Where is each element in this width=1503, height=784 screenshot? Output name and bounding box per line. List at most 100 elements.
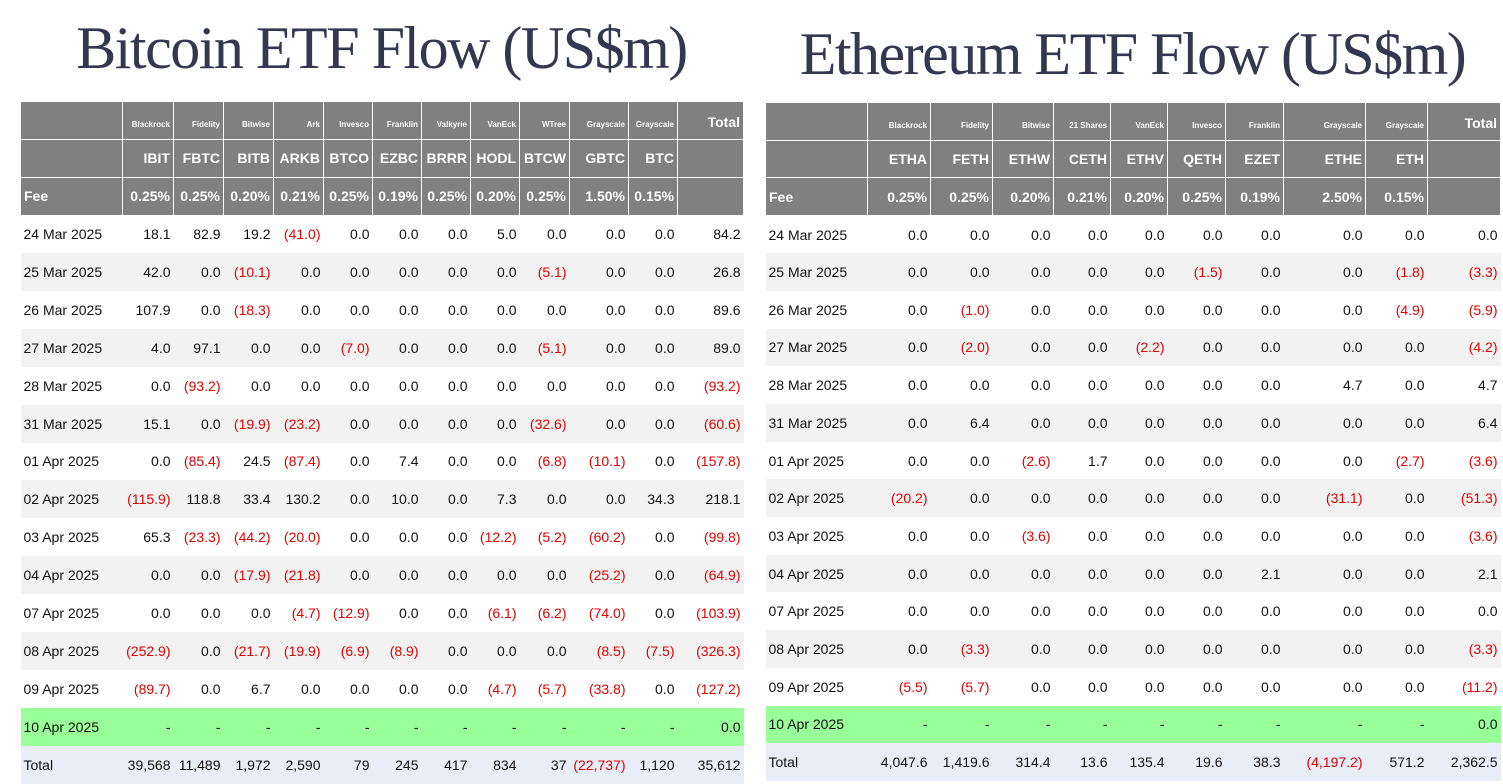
flow-value: (4.7) — [273, 594, 324, 632]
flow-value: 0.0 — [992, 215, 1054, 254]
flow-value: (5.9) — [1427, 290, 1501, 329]
flow-value: 0.0 — [867, 592, 931, 631]
flow-value: 0.0 — [421, 442, 471, 481]
fee: 0.25% — [867, 177, 931, 217]
flow-value: 0.0 — [1283, 404, 1366, 442]
flow-value: 0.0 — [372, 290, 422, 329]
flow-value: 0.0 — [992, 592, 1054, 631]
flow-value: 0.0 — [992, 366, 1054, 404]
flow-value: 4,047.6 — [867, 743, 931, 781]
flow-value: 0.0 — [628, 366, 678, 405]
flow-value: 0.0 — [1053, 517, 1111, 555]
data-row: 31 Mar 2025 15.1 0.0 (19.9) (23.2) 0.0 0.0 0.0 0… — [20, 404, 744, 443]
flow-value: (7.5) — [628, 631, 678, 670]
flow-value: 0.0 — [1283, 290, 1366, 329]
flow-value: 10.0 — [372, 480, 422, 519]
flow-table: Blackrock Fidelity Bitwise 21 Shares VanEck I… — [765, 102, 1501, 781]
flow-value: (326.3) — [677, 631, 744, 670]
flow-value: 0.0 — [1110, 667, 1168, 706]
provider-name: WTree — [519, 101, 570, 140]
data-row: 03 Apr 2025 0.0 0.0 (3.6) 0.0 0.0 0.0 0.0 0.0 0.0… — [765, 517, 1501, 555]
flow-value: 0.0 — [1110, 215, 1168, 254]
flow-value: 0.0 — [273, 290, 324, 329]
flow-value: 2,590 — [273, 745, 324, 784]
flow-value: (60.6) — [677, 404, 744, 443]
flow-value: - — [1110, 705, 1168, 744]
flow-value: 0.0 — [1053, 592, 1111, 631]
flow-value: (4.9) — [1365, 290, 1428, 329]
data-row: 09 Apr 2025 (5.5) (5.7) 0.0 0.0 0.0 0.0 0.0 0.0 0… — [765, 667, 1501, 706]
flow-value: 0.0 — [421, 366, 471, 405]
fee: 2.50% — [1283, 177, 1366, 217]
flow-value: 0.0 — [628, 253, 678, 291]
provider-row: Blackrock Fidelity Bitwise Ark Invesco Frankl… — [20, 101, 744, 140]
flow-value: 0.0 — [569, 404, 629, 443]
ticker: FETH — [930, 139, 993, 179]
flow-value: (157.8) — [677, 442, 744, 481]
flow-value: 0.0 — [1053, 328, 1111, 367]
flow-value: (99.8) — [677, 518, 744, 557]
flow-value: 26.8 — [677, 253, 744, 291]
flow-value: 65.3 — [122, 518, 174, 557]
flow-value: 0.0 — [470, 366, 520, 405]
flow-value: 0.0 — [1225, 592, 1284, 631]
data-row: 31 Mar 2025 0.0 6.4 0.0 0.0 0.0 0.0 0.0 0.0 0.0 6.… — [765, 404, 1501, 442]
flow-value: 1,120 — [628, 745, 678, 784]
ticker: BTCW — [519, 138, 570, 178]
fee: 0.15% — [628, 176, 678, 216]
flow-value: 0.0 — [992, 290, 1054, 329]
flow-value: 0.0 — [421, 215, 471, 254]
flow-value: 19.2 — [223, 215, 274, 254]
fee: 0.19% — [372, 176, 422, 216]
flow-value: 89.6 — [677, 290, 744, 329]
fee: 0.15% — [1365, 177, 1428, 217]
flow-value: 0.0 — [421, 631, 471, 670]
flow-value: 0.0 — [569, 290, 629, 329]
provider-name: Franklin — [372, 101, 422, 140]
fee: 0.25% — [930, 177, 993, 217]
flow-value: 0.0 — [1365, 667, 1428, 706]
ticker: HODL — [470, 138, 520, 178]
fee: 0.20% — [223, 176, 274, 216]
flow-value: (4.2) — [1427, 328, 1501, 367]
flow-value: (12.2) — [470, 518, 520, 557]
fee: 0.20% — [470, 176, 520, 216]
blank-cell — [1427, 139, 1501, 179]
flow-value: 0.0 — [421, 404, 471, 443]
flow-value: (64.9) — [677, 556, 744, 595]
row-label: 01 Apr 2025 — [765, 441, 868, 480]
flow-value: 0.0 — [867, 253, 931, 291]
flow-value: 0.0 — [992, 667, 1054, 706]
provider-name: Grayscale — [569, 101, 629, 140]
flow-value: 0.0 — [867, 554, 931, 593]
flow-value: (2.2) — [1110, 328, 1168, 367]
flow-value: (44.2) — [223, 518, 274, 557]
flow-value: - — [569, 707, 629, 746]
flow-value: (3.6) — [992, 517, 1054, 555]
flow-value: 0.0 — [1110, 479, 1168, 518]
provider-name: Fidelity — [930, 102, 993, 141]
flow-value: 0.0 — [1110, 441, 1168, 480]
flow-value: (85.4) — [173, 442, 224, 481]
flow-value: 0.0 — [173, 669, 224, 708]
data-row: 25 Mar 2025 0.0 0.0 0.0 0.0 0.0 (1.5) 0.0 0.0 (1.… — [765, 253, 1501, 291]
flow-value: - — [470, 707, 520, 746]
flow-value: 0.0 — [1427, 592, 1501, 631]
flow-value: (11.2) — [1427, 667, 1501, 706]
flow-value: 0.0 — [273, 366, 324, 405]
fee: 0.25% — [173, 176, 224, 216]
row-label: 10 Apr 2025 — [765, 705, 868, 744]
flow-value: 1,419.6 — [930, 743, 993, 781]
flow-value: (5.7) — [930, 667, 993, 706]
flow-value: 218.1 — [677, 480, 744, 519]
data-row: 24 Mar 2025 0.0 0.0 0.0 0.0 0.0 0.0 0.0 0.0 0.0 0.… — [765, 215, 1501, 254]
flow-value: 38.3 — [1225, 743, 1284, 781]
flow-value: 0.0 — [173, 556, 224, 595]
flow-value: 0.0 — [122, 442, 174, 481]
flow-value: (33.8) — [569, 669, 629, 708]
row-label: 28 Mar 2025 — [20, 366, 123, 405]
flow-value: 0.0 — [323, 442, 373, 481]
flow-value: 0.0 — [628, 669, 678, 708]
flow-value: (2.7) — [1365, 441, 1428, 480]
flow-value: 0.0 — [1427, 215, 1501, 254]
